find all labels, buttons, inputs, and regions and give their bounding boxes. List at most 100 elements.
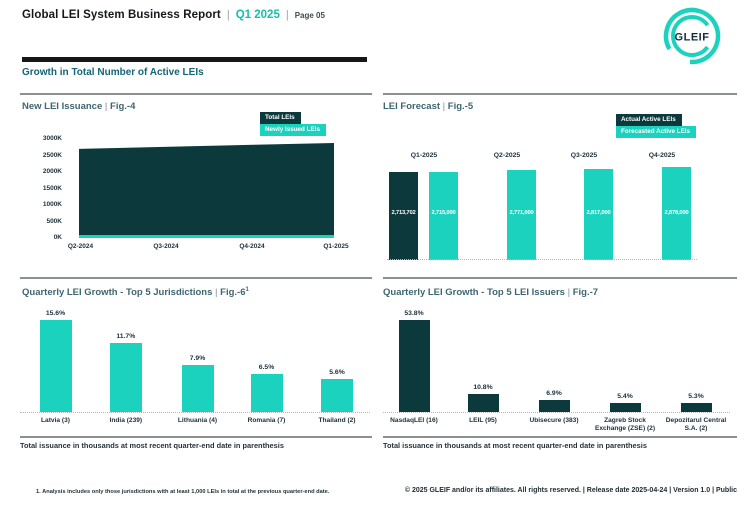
caption-rule-left (20, 436, 372, 438)
header-rule (22, 57, 367, 62)
category-label: NasdaqLEI (16) (390, 417, 438, 424)
category-label: Q2-2025 (493, 152, 521, 159)
title-divider: | (215, 287, 218, 299)
bar (609, 402, 641, 412)
footnote-marker: 1 (245, 287, 249, 293)
bar-value-label: 2,771,000 (509, 210, 534, 216)
category-label: Q3-2025 (570, 152, 598, 159)
chart-title-fig4: New LEI Issuance | Fig.-4 (22, 101, 135, 112)
panel-top-issuers: Quarterly LEI Growth - Top 5 LEI Issuers… (383, 277, 737, 436)
pct-label: 5.4% (617, 392, 633, 400)
category-label: Thailand (2) (318, 417, 356, 424)
category-label: Q1-2025 (410, 152, 438, 159)
x-axis-label: Q3-2024 (153, 243, 179, 250)
report-header: Global LEI System Business Report | Q1 2… (22, 9, 325, 21)
category-label: LEIL (95) (469, 417, 497, 424)
total-leis-area (79, 143, 334, 236)
report-title: Global LEI System Business Report (22, 9, 221, 21)
y-axis-tick: 0K (53, 234, 62, 241)
chart-title-fig7: Quarterly LEI Growth - Top 5 LEI Issuers… (383, 287, 598, 298)
title-divider: | (567, 287, 571, 298)
chart-title-fig6: Quarterly LEI Growth - Top 5 Jurisdictio… (22, 287, 249, 298)
category-label: Zagreb Stock Exchange (ZSE) (2) (594, 417, 656, 433)
chart-title-fig5: LEI Forecast | Fig.-5 (383, 101, 473, 112)
category-label: Lithuania (4) (177, 417, 218, 424)
caption-jurisdictions: Total issuance in thousands at most rece… (20, 441, 284, 450)
fig-label: Fig.-7 (572, 287, 599, 298)
baseline (20, 412, 370, 413)
chart-title-text: Quarterly LEI Growth - Top 5 Jurisdictio… (22, 287, 213, 299)
bar (398, 320, 430, 412)
fig-label: Fig.-6 (220, 287, 246, 299)
x-axis-label: Q2-2024 (67, 243, 94, 250)
caption-rule-right (383, 436, 737, 438)
pct-label: 10.8% (473, 383, 493, 391)
header-divider: | (226, 9, 230, 21)
logo-outer-ring (663, 7, 721, 65)
y-axis-tick: 2500K (42, 151, 62, 159)
bar (680, 402, 712, 412)
newly-issued-strip (79, 235, 334, 238)
bar (467, 393, 499, 412)
logo-text: GLEIF (675, 32, 710, 44)
category-label: Q4-2025 (648, 152, 676, 159)
y-axis-tick: 500K (46, 217, 62, 225)
panel-top-jurisdictions: Quarterly LEI Growth - Top 5 Jurisdictio… (20, 277, 372, 436)
category-label: Depozitarul Central S.A. (2) (665, 417, 727, 433)
legend-fig5: Actual Active LEIs Forecasted Active LEI… (616, 114, 697, 138)
bar-value-label: 2,715,000 (431, 210, 456, 216)
legend-label: Actual Active LEIs (621, 116, 676, 123)
report-quarter: Q1 2025 (235, 9, 280, 21)
pct-label: 6.9% (546, 390, 562, 398)
bar-value-label: 2,878,000 (664, 210, 689, 216)
x-axis-label: Q4-2024 (239, 243, 265, 250)
pct-label: 5.3% (688, 392, 704, 400)
pct-label: 5.6% (329, 368, 345, 376)
baseline (383, 412, 730, 413)
footnote: 1. Analysis includes only those jurisdic… (36, 489, 330, 495)
legend-item-newly-issued: Newly Issued LEIs (260, 124, 326, 136)
bar-value-label: 2,817,000 (586, 210, 611, 216)
fig-label: Fig.-5 (447, 101, 474, 112)
bar-value-label: 2,713,702 (391, 210, 416, 216)
y-axis-tick: 3000K (42, 135, 62, 142)
chart-title-text: New LEI Issuance (22, 101, 103, 112)
section-heading: Growth in Total Number of Active LEIs (22, 67, 204, 78)
gleif-logo: GLEIF (660, 5, 724, 69)
legend-item-actual: Actual Active LEIs (616, 114, 682, 126)
chart-title-text: LEI Forecast (383, 101, 441, 112)
pct-label: 6.5% (258, 363, 275, 371)
title-divider: | (104, 101, 108, 112)
bar (250, 373, 283, 412)
y-axis-tick: 1500K (42, 184, 62, 192)
category-label: Romania (7) (247, 417, 286, 424)
legend-item-forecast: Forecasted Active LEIs (616, 126, 697, 138)
chart-title-text: Quarterly LEI Growth - Top 5 LEI Issuers (383, 287, 565, 298)
bar (39, 320, 72, 412)
baseline (387, 259, 697, 260)
footer-copyright: © 2025 GLEIF and/or its affiliates. All … (404, 487, 737, 494)
category-label: Ubisecure (383) (529, 417, 579, 424)
y-axis-tick: 1000K (42, 201, 62, 208)
category-label: Latvia (3) (41, 417, 70, 424)
bar (321, 378, 353, 412)
bar (538, 400, 570, 412)
legend-item-total-leis: Total LEIs (260, 112, 301, 124)
header-divider: | (285, 9, 289, 21)
fig-label: Fig.-4 (110, 101, 136, 112)
bar (584, 168, 613, 260)
legend-label: Newly Issued LEIs (265, 126, 320, 133)
pct-label: 15.6% (45, 310, 66, 317)
category-label: India (239) (109, 417, 143, 424)
legend-fig4: Total LEIs Newly Issued LEIs (260, 112, 326, 136)
pct-label: 11.7% (116, 333, 136, 340)
y-axis-tick: 2000K (42, 168, 62, 175)
pct-label: 53.8% (404, 310, 424, 317)
x-axis-label: Q1-2025 (323, 243, 349, 250)
legend-label: Forecasted Active LEIs (621, 128, 691, 135)
panel-lei-forecast: LEI Forecast | Fig.-5 Actual Active LEIs… (383, 93, 737, 277)
panel-new-lei-issuance: New LEI Issuance | Fig.-4 Total LEIs New… (20, 93, 372, 277)
bar (429, 172, 458, 260)
bar (109, 343, 142, 412)
bar (389, 172, 418, 260)
